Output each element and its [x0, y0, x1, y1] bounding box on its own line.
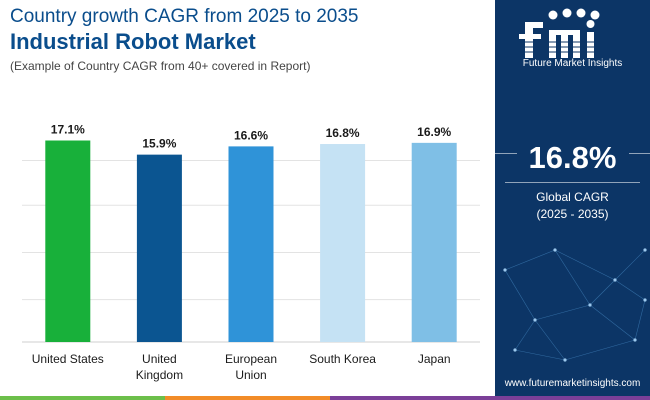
footer-bar-purple	[330, 396, 650, 400]
chart-title-line2: Industrial Robot Market	[10, 29, 256, 54]
footer-bar-green	[0, 396, 165, 400]
kpi-divider-right	[629, 153, 650, 154]
global-cagr-label: Global CAGR (2025 - 2035)	[495, 189, 650, 223]
chart-header: Country growth CAGR from 2025 to 2035 In…	[10, 6, 480, 74]
category-label-1: United Kingdom	[136, 352, 183, 382]
value-label-3: 16.8%	[326, 126, 360, 140]
value-label-1: 15.9%	[142, 137, 176, 151]
chart-subtitle: (Example of Country CAGR from 40+ covere…	[10, 59, 311, 73]
category-label-4: Japan	[418, 352, 451, 366]
logo-caption: Future Market Insights	[522, 58, 623, 69]
bar-european-union	[228, 146, 274, 342]
kpi-divider-left	[495, 153, 517, 154]
bar-chart: 17.1% United States 15.9% United Kingdom 16.6…	[22, 122, 480, 382]
bar-japan	[411, 142, 457, 342]
footer-bar-orange	[165, 396, 330, 400]
category-label-3: South Korea	[309, 352, 376, 366]
network-decoration	[503, 248, 647, 362]
bar-united-kingdom	[136, 154, 182, 342]
global-cagr-value: 16.8%	[528, 140, 617, 175]
category-label-0: United States	[32, 352, 104, 366]
value-label-2: 16.6%	[234, 128, 268, 142]
global-cagr-label-line1: Global CAGR	[536, 190, 609, 204]
bar-south-korea	[320, 144, 366, 342]
chart-area: 17.1% United States 15.9% United Kingdom 16.6…	[0, 88, 495, 400]
kpi-divider-bottom	[505, 182, 640, 183]
value-label-4: 16.9%	[417, 125, 451, 139]
category-label-2: European Union	[225, 352, 277, 382]
fmi-logo: Future Market Insights	[495, 6, 650, 69]
bar-united-states	[45, 140, 91, 342]
chart-title-line1: Country growth CAGR from 2025 to 2035	[10, 6, 359, 27]
website-link[interactable]: www.futuremarketinsights.com	[504, 378, 641, 389]
global-cagr-label-line2: (2025 - 2035)	[536, 207, 609, 221]
value-label-0: 17.1%	[51, 122, 85, 136]
fmi-logo-mark	[517, 8, 600, 58]
sidebar-panel: Future Market Insights 16.8% Global CAGR…	[495, 0, 650, 400]
